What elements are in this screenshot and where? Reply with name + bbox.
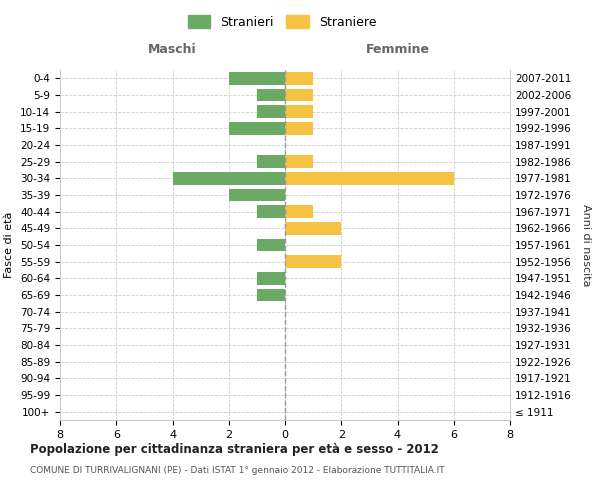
Bar [257, 89, 285, 101]
Bar [285, 106, 313, 118]
Text: Maschi: Maschi [148, 43, 197, 56]
Bar [229, 122, 285, 134]
Y-axis label: Fasce di età: Fasce di età [4, 212, 14, 278]
Bar [229, 72, 285, 85]
Bar [257, 239, 285, 251]
Bar [173, 172, 285, 184]
Bar [257, 206, 285, 218]
Bar [285, 256, 341, 268]
Bar [285, 222, 341, 234]
Bar [285, 156, 313, 168]
Text: Popolazione per cittadinanza straniera per età e sesso - 2012: Popolazione per cittadinanza straniera p… [30, 442, 439, 456]
Text: Femmine: Femmine [365, 43, 430, 56]
Bar [257, 272, 285, 284]
Bar [285, 72, 313, 85]
Text: COMUNE DI TURRIVALIGNANI (PE) - Dati ISTAT 1° gennaio 2012 - Elaborazione TUTTIT: COMUNE DI TURRIVALIGNANI (PE) - Dati IST… [30, 466, 445, 475]
Bar [257, 106, 285, 118]
Bar [285, 172, 454, 184]
Bar [229, 188, 285, 201]
Bar [257, 289, 285, 301]
Legend: Stranieri, Straniere: Stranieri, Straniere [184, 11, 380, 32]
Bar [257, 156, 285, 168]
Y-axis label: Anni di nascita: Anni di nascita [581, 204, 591, 286]
Bar [285, 89, 313, 101]
Bar [285, 206, 313, 218]
Bar [285, 122, 313, 134]
